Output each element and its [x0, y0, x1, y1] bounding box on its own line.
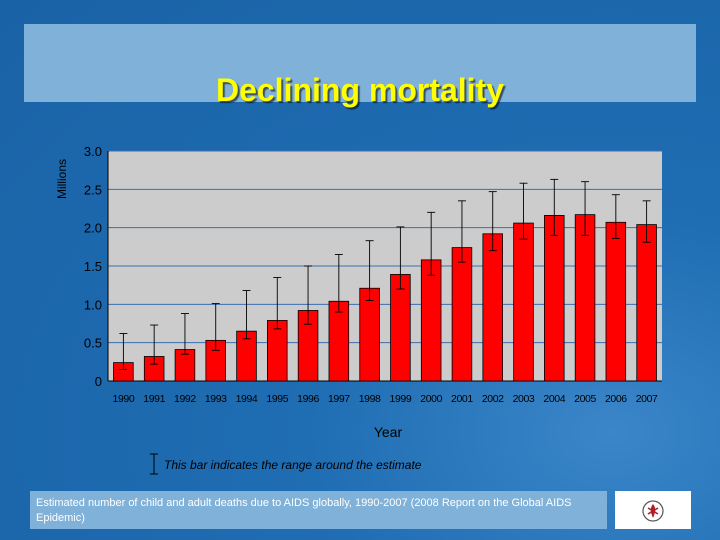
x-tick-label: 2006 [605, 393, 627, 405]
bar [451, 247, 473, 382]
y-tick-label: 0 [95, 374, 102, 389]
x-tick-label: 1996 [297, 393, 319, 405]
bar [482, 233, 503, 382]
page-title: Declining mortality [215, 72, 505, 108]
x-tick-label: 1993 [205, 393, 227, 405]
x-tick-label: 2007 [636, 393, 658, 405]
x-tick-label: 2003 [513, 393, 535, 405]
x-tick-label: 2001 [451, 393, 473, 405]
title-banner: Declining mortality [24, 24, 696, 106]
y-tick-label: 2.5 [84, 182, 102, 197]
x-axis-label: Year [373, 424, 403, 440]
x-tick-label: 1994 [236, 393, 258, 405]
x-tick-label: 2005 [574, 393, 596, 405]
bar [328, 300, 350, 382]
bar [513, 222, 534, 382]
range-bar-icon [150, 453, 158, 475]
unaids-emblem-icon [642, 500, 664, 522]
bar [267, 320, 288, 382]
x-tick-label: 1990 [113, 393, 135, 405]
y-tick-label: 1.5 [84, 259, 102, 274]
y-tick-label: 3.0 [84, 144, 102, 159]
x-tick-label: 1998 [359, 393, 381, 405]
logo-box [615, 491, 691, 529]
x-tick-label: 1995 [266, 393, 288, 405]
x-tick-label: 2002 [482, 393, 504, 405]
x-tick-label: 1992 [174, 393, 196, 405]
source-note-box: Estimated number of child and adult deat… [30, 491, 607, 529]
y-tick-label: 2.0 [84, 221, 102, 236]
x-tick-label: 1997 [328, 393, 350, 405]
bar [420, 259, 442, 382]
x-tick-label: 2000 [420, 393, 442, 405]
bar [359, 287, 380, 382]
y-tick-label: 0.5 [84, 336, 102, 351]
bar [636, 224, 657, 382]
legend-text: This bar indicates the range around the … [164, 458, 422, 472]
bar [574, 214, 596, 382]
bar [605, 221, 627, 382]
legend: This bar indicates the range around the … [148, 452, 421, 476]
x-tick-label: 1999 [390, 393, 412, 405]
x-tick-label: 2004 [543, 393, 565, 405]
source-note: Estimated number of child and adult deat… [36, 497, 572, 524]
bar [544, 214, 565, 382]
bar [390, 274, 411, 382]
x-tick-label: 1991 [143, 393, 165, 405]
y-tick-label: 1.0 [84, 297, 102, 312]
